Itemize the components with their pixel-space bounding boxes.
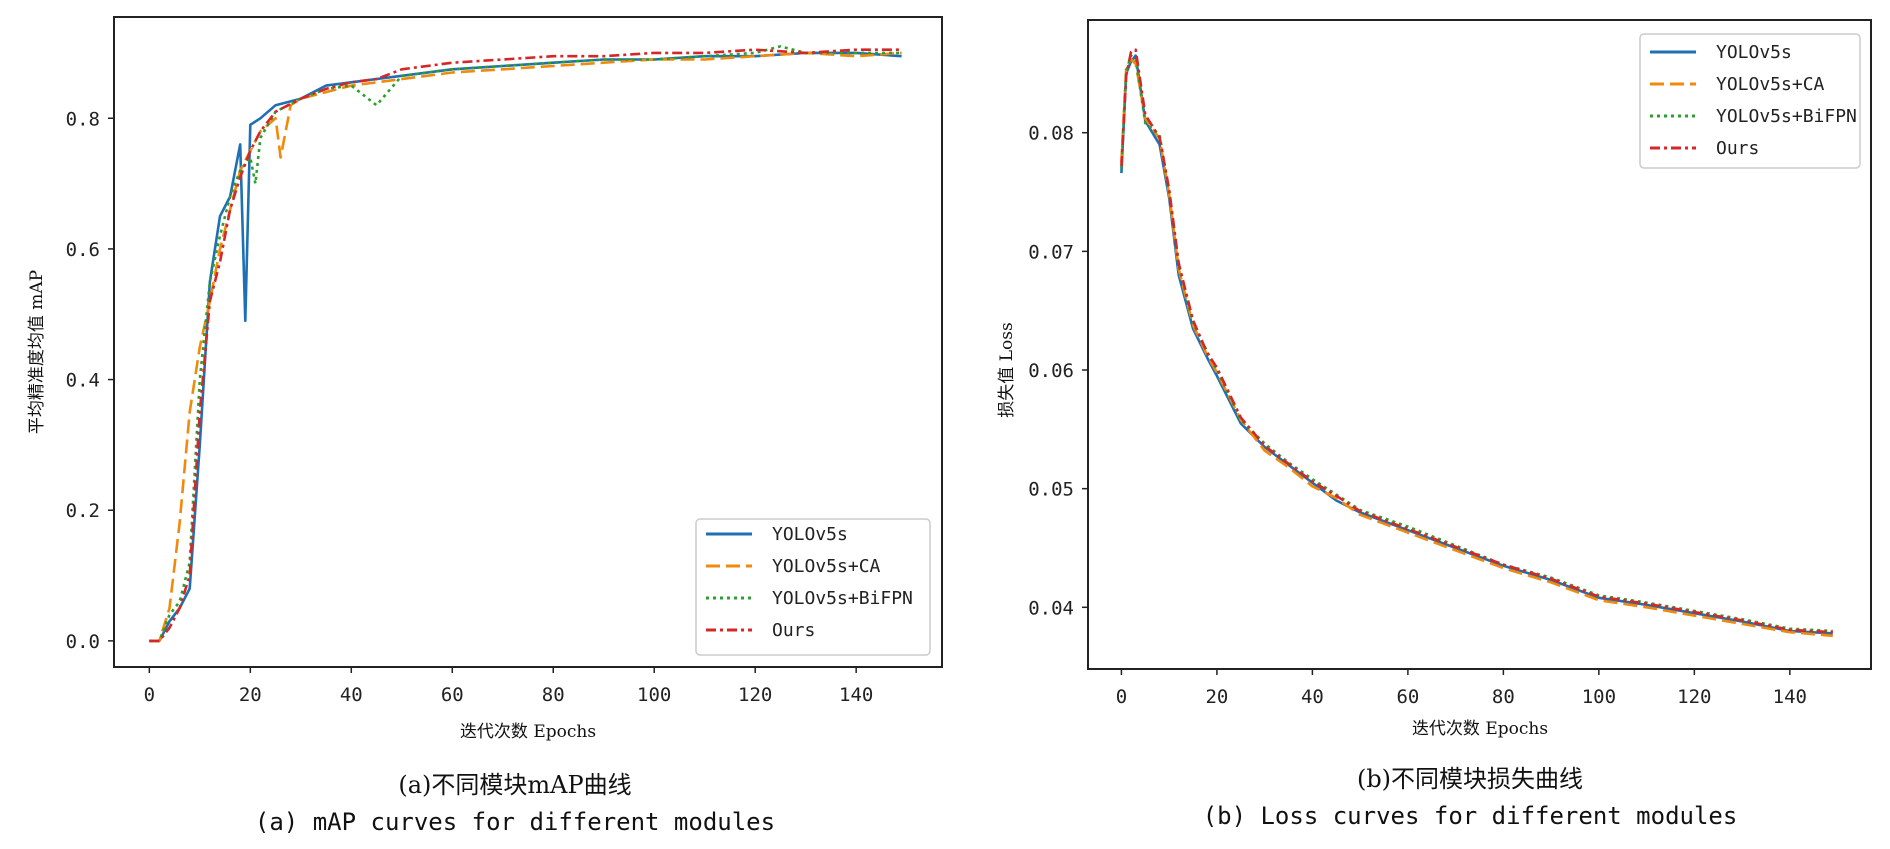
- map-x-tick-label: 40: [340, 684, 363, 706]
- map-legend-label: YOLOv5s+CA: [772, 556, 881, 577]
- map-chart-legend: YOLOv5s YOLOv5s+CA YOLOv5s+BiFPN Ours: [695, 518, 931, 656]
- map-legend-label: Ours: [772, 620, 815, 641]
- loss-x-tick-label: 120: [1677, 686, 1711, 708]
- loss-chart: 0 20 40 60 80 100 120 140 0.04 0.05 0.06 0.07 0.08 迭…: [997, 19, 1872, 739]
- loss-chart-frame: [1087, 19, 1872, 670]
- loss-x-axis-label: 迭代次数 Epochs: [1412, 719, 1548, 739]
- map-x-tick-label: 0: [144, 684, 155, 706]
- loss-chart-legend: YOLOv5s YOLOv5s+CA YOLOv5s+BiFPN Ours: [1639, 33, 1861, 169]
- caption-a-chinese: (a)不同模块mAP曲线: [398, 771, 631, 799]
- caption-b-chinese: (b)不同模块损失曲线: [1357, 765, 1583, 793]
- loss-legend-box: [1639, 33, 1861, 169]
- loss-series-yolov5s-bifpn: [1120, 54, 1833, 633]
- map-y-tick-label: 0.4: [66, 370, 100, 392]
- loss-x-tick-label: 40: [1301, 686, 1324, 708]
- loss-legend-label: YOLOv5s+CA: [1716, 74, 1825, 95]
- loss-y-tick-label: 0.07: [1028, 241, 1074, 263]
- map-chart: 0 20 40 60 80 100 120 140 0.0 0.2 0.4 0.6 0.8 迭代次数 E…: [27, 16, 943, 742]
- loss-x-tick-label: 60: [1396, 686, 1419, 708]
- loss-y-axis-label: 损失值 Loss: [997, 322, 1017, 417]
- loss-legend-label: YOLOv5s: [1716, 42, 1792, 63]
- map-legend-label: YOLOv5s+BiFPN: [772, 588, 913, 609]
- caption-a-english: (a) mAP curves for different modules: [255, 808, 775, 836]
- map-chart-ticks: 0 20 40 60 80 100 120 140 0.0 0.2 0.4 0.6 0.8: [66, 108, 874, 706]
- loss-y-tick-label: 0.04: [1028, 597, 1074, 619]
- loss-legend-label: Ours: [1716, 138, 1759, 159]
- map-x-tick-label: 60: [441, 684, 464, 706]
- map-y-tick-label: 0.2: [66, 500, 100, 522]
- map-chart-series: [149, 45, 902, 643]
- map-y-tick-label: 0.6: [66, 239, 100, 261]
- loss-y-tick-label: 0.06: [1028, 360, 1074, 382]
- loss-series-yolov5s-ca: [1120, 57, 1833, 638]
- map-y-axis-label: 平均精准度均值 mAP: [27, 270, 47, 434]
- map-x-tick-label: 100: [637, 684, 671, 706]
- map-x-tick-label: 140: [839, 684, 873, 706]
- map-x-tick-label: 80: [542, 684, 565, 706]
- loss-y-tick-label: 0.05: [1028, 479, 1074, 501]
- loss-legend-label: YOLOv5s+BiFPN: [1716, 106, 1857, 127]
- loss-x-tick-label: 140: [1773, 686, 1807, 708]
- map-series-yolov5s-ca: [149, 51, 902, 643]
- map-y-tick-label: 0.0: [66, 631, 100, 653]
- caption-b-english: (b) Loss curves for different modules: [1203, 802, 1738, 830]
- map-legend-box: [695, 518, 931, 656]
- map-series-ours: [149, 48, 902, 643]
- loss-y-tick-label: 0.08: [1028, 123, 1074, 145]
- loss-x-tick-label: 80: [1492, 686, 1515, 708]
- loss-x-tick-label: 100: [1582, 686, 1616, 708]
- loss-series-ours: [1120, 48, 1833, 634]
- map-legend-label: YOLOv5s: [772, 524, 848, 545]
- map-series-yolov5s: [149, 51, 902, 643]
- map-y-tick-label: 0.8: [66, 108, 100, 130]
- map-x-tick-label: 20: [239, 684, 262, 706]
- map-x-tick-label: 120: [738, 684, 772, 706]
- loss-chart-ticks: 0 20 40 60 80 100 120 140 0.04 0.05 0.06 0.07 0.08: [1028, 123, 1807, 708]
- loss-x-tick-label: 0: [1116, 686, 1127, 708]
- map-chart-frame: [113, 16, 943, 668]
- loss-x-tick-label: 20: [1205, 686, 1228, 708]
- loss-chart-series: [1120, 48, 1833, 638]
- map-x-axis-label: 迭代次数 Epochs: [460, 722, 596, 742]
